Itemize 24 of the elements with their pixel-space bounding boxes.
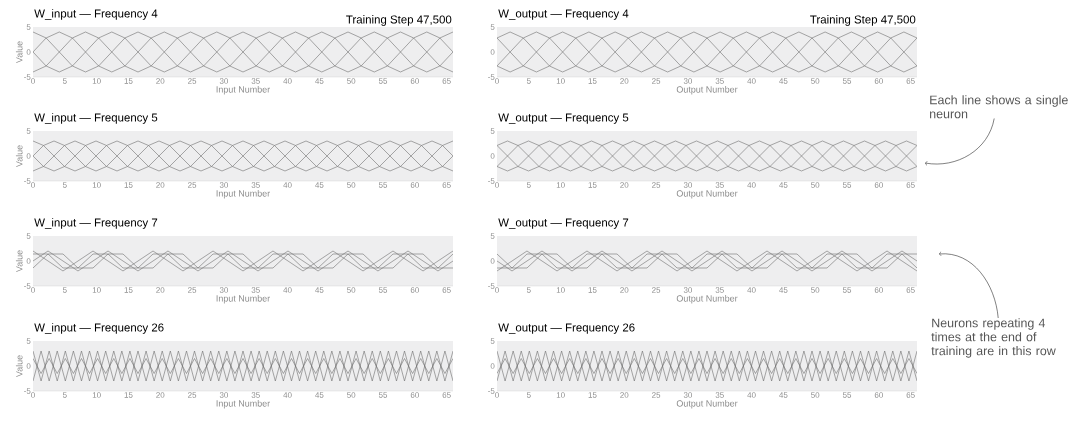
x-axis-title: Input Number: [216, 295, 271, 304]
x-axis-title: Output Number: [676, 400, 738, 409]
chart-title: W_output — Frequency 7: [498, 218, 629, 229]
x-axis-title: Output Number: [676, 86, 738, 95]
chart-subtitle: Training Step 47,500: [346, 15, 452, 26]
chart-title: W_input — Frequency 7: [34, 218, 158, 229]
chart-title: W_input — Frequency 5: [34, 113, 158, 124]
x-axis-title: Output Number: [676, 295, 738, 304]
y-axis-title: Value: [15, 145, 23, 168]
chart-title: W_output — Frequency 5: [498, 113, 629, 124]
chart-title: W_input — Frequency 26: [34, 323, 164, 334]
x-axis-title: Input Number: [216, 400, 271, 409]
y-axis-title: Value: [15, 250, 23, 273]
x-axis-title: Output Number: [676, 190, 738, 199]
text: Neurons repeating 4 times at the end of training are in this row: [931, 318, 1056, 358]
chart-subtitle: Training Step 47,500: [810, 15, 916, 26]
text: Each line shows a single neuron: [930, 95, 1068, 119]
y-axis-title: Value: [15, 41, 23, 64]
y-axis-title: Value: [15, 355, 23, 378]
chart-title: W_input — Frequency 4: [34, 9, 158, 20]
chart-title: W_output — Frequency 4: [498, 9, 629, 20]
x-axis-title: Input Number: [216, 190, 271, 199]
x-axis-title: Input Number: [216, 86, 271, 95]
chart-title: W_output — Frequency 26: [498, 323, 635, 334]
